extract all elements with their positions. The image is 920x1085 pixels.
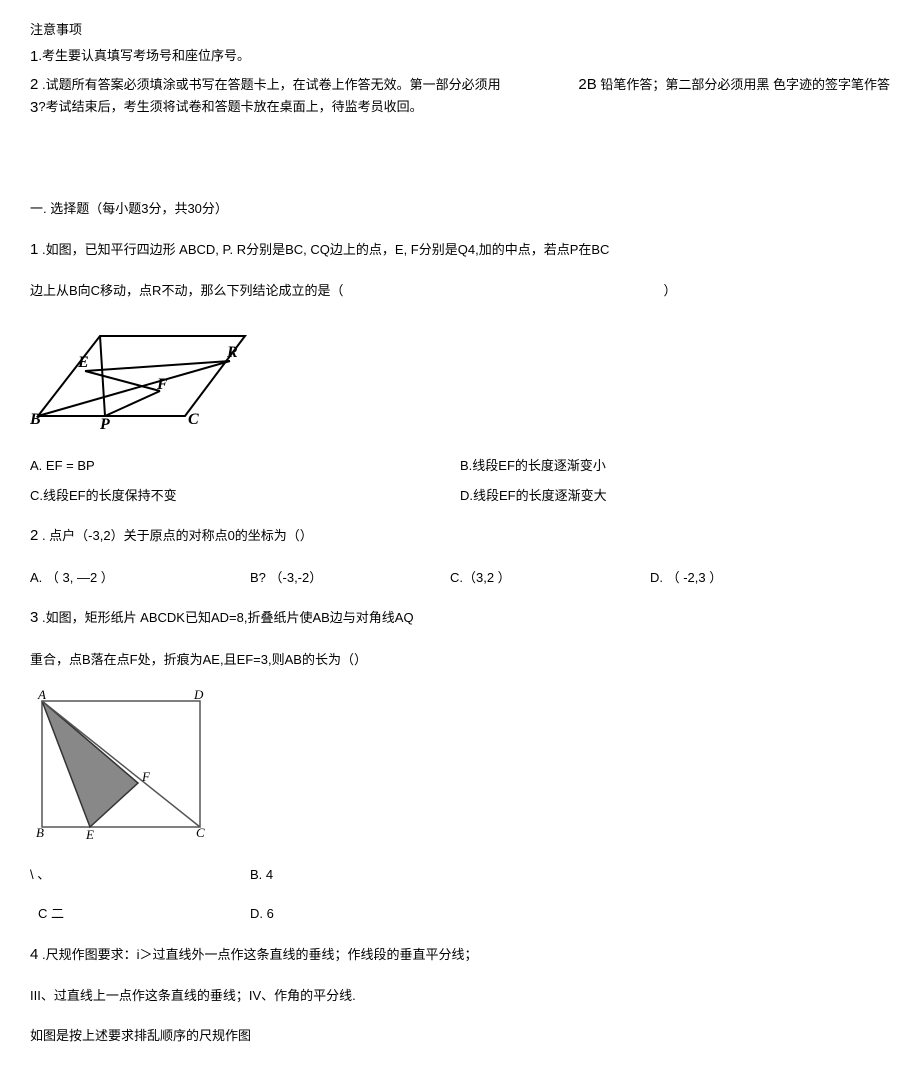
q1-opt-b: B.线段EF的长度逐渐变小 (460, 456, 890, 476)
q3-opt-b: B. 4 (250, 865, 450, 885)
q1-opt-d: D.线段EF的长度逐渐变大 (460, 486, 890, 506)
q4-text1: .尺规作图要求：i＞过直线外一点作这条直线的垂线；作线段的垂直平分线； (38, 947, 477, 962)
svg-text:A: A (37, 689, 46, 702)
q1-opt-c: C.线段EF的长度保持不变 (30, 486, 460, 506)
q4-line2: III、过直线上一点作这条直线的垂线；IV、作角的平分线. (30, 986, 890, 1006)
notice-title: 注意事项 (30, 20, 890, 40)
q3-line1: 3 .如图，矩形纸片 ABCDK已知AD=8,折叠纸片使AB边与对角线AQ (30, 607, 890, 630)
section-title: 一. 选择题（每小题3分，共30分） (30, 199, 890, 219)
q3-opt-d: D. 6 (250, 904, 450, 924)
notice-1-text: .考生要认真填写考场号和座位序号。 (38, 46, 250, 69)
q3-opt-a: \ 、 (30, 865, 250, 885)
q1-figure: B P C E F R (30, 321, 890, 437)
q2-opt-a: A. （ 3, —2 ） (30, 568, 250, 588)
q2-opt-d: D. （ -2,3 ） (650, 568, 850, 588)
notice-2-left: .试题所有答案必须填涂或书写在答题卡上，在试卷上作答无效。第一部分必须用 (42, 77, 501, 92)
q1-text2-end: ） (663, 281, 676, 301)
q2-line: 2 . 点户（-3,2）关于原点的对称点0的坐标为（） (30, 525, 890, 548)
q1-line2: 边上从B向C移动，点R不动，那么下列结论成立的是（ ） (30, 281, 890, 301)
notice-line-2: 2 .试题所有答案必须填涂或书写在答题卡上，在试卷上作答无效。第一部分必须用 2… (30, 74, 890, 97)
q2-options: A. （ 3, —2 ） B? （-3,-2） C.（3,2 ） D. （ -2… (30, 568, 890, 588)
q3-figure: A D B E C F (30, 689, 890, 845)
svg-text:P: P (99, 416, 110, 431)
q3-options-2: C 二 D. 6 (30, 904, 890, 924)
notice-line-3: 3 ?考试结束后，考生须将试卷和答题卡放在桌面上，待监考员收回。 (30, 97, 890, 120)
q2-text: . 点户（-3,2）关于原点的对称点0的坐标为（） (38, 528, 312, 543)
svg-text:B: B (30, 411, 41, 428)
svg-text:E: E (77, 354, 89, 371)
notice-2-right-b: 铅笔作答；第二部分必须用黑 色字迹的签字笔作答 (600, 77, 890, 92)
q2-opt-c: C.（3,2 ） (450, 568, 650, 588)
notice-line-1: 1 .考生要认真填写考场号和座位序号。 (30, 46, 890, 69)
svg-text:F: F (156, 376, 168, 393)
q1-text1: .如图，已知平行四边形 ABCD, P. R分别是BC, CQ边上的点，E, F… (38, 242, 609, 257)
notice-1-num: 1 (30, 46, 38, 69)
notice-2-num: 2 (30, 76, 38, 93)
svg-text:E: E (85, 827, 94, 839)
q4-line1: 4 .尺规作图要求：i＞过直线外一点作这条直线的垂线；作线段的垂直平分线； (30, 944, 890, 967)
svg-text:C: C (188, 411, 199, 428)
q1-opt-a: A. EF = BP (30, 456, 460, 476)
q3-text1: .如图，矩形纸片 ABCDK已知AD=8,折叠纸片使AB边与对角线AQ (38, 610, 413, 625)
q1-text2: 边上从B向C移动，点R不动，那么下列结论成立的是（ (30, 281, 343, 301)
svg-text:D: D (193, 689, 204, 702)
q4-line3: 如图是按上述要求排乱顺序的尺规作图 (30, 1026, 890, 1046)
svg-text:F: F (141, 769, 151, 784)
notice-3-num: 3 (30, 97, 38, 120)
svg-text:C: C (196, 825, 205, 839)
q3-options: \ 、 B. 4 (30, 865, 890, 885)
svg-text:R: R (226, 344, 238, 361)
notice-3-text: ?考试结束后，考生须将试卷和答题卡放在桌面上，待监考员收回。 (38, 97, 422, 120)
q1-options: A. EF = BP B.线段EF的长度逐渐变小 C.线段EF的长度保持不变 D… (30, 456, 890, 515)
q2-opt-b: B? （-3,-2） (250, 568, 450, 588)
q1-line1: 1 .如图，已知平行四边形 ABCD, P. R分别是BC, CQ边上的点，E,… (30, 239, 890, 262)
q3-opt-c: C 二 (30, 904, 250, 924)
notice-2-right-a: 2B (578, 76, 596, 93)
q3-line2: 重合，点B落在点F处，折痕为AE,且EF=3,则AB的长为（） (30, 650, 890, 670)
svg-text:B: B (36, 825, 44, 839)
